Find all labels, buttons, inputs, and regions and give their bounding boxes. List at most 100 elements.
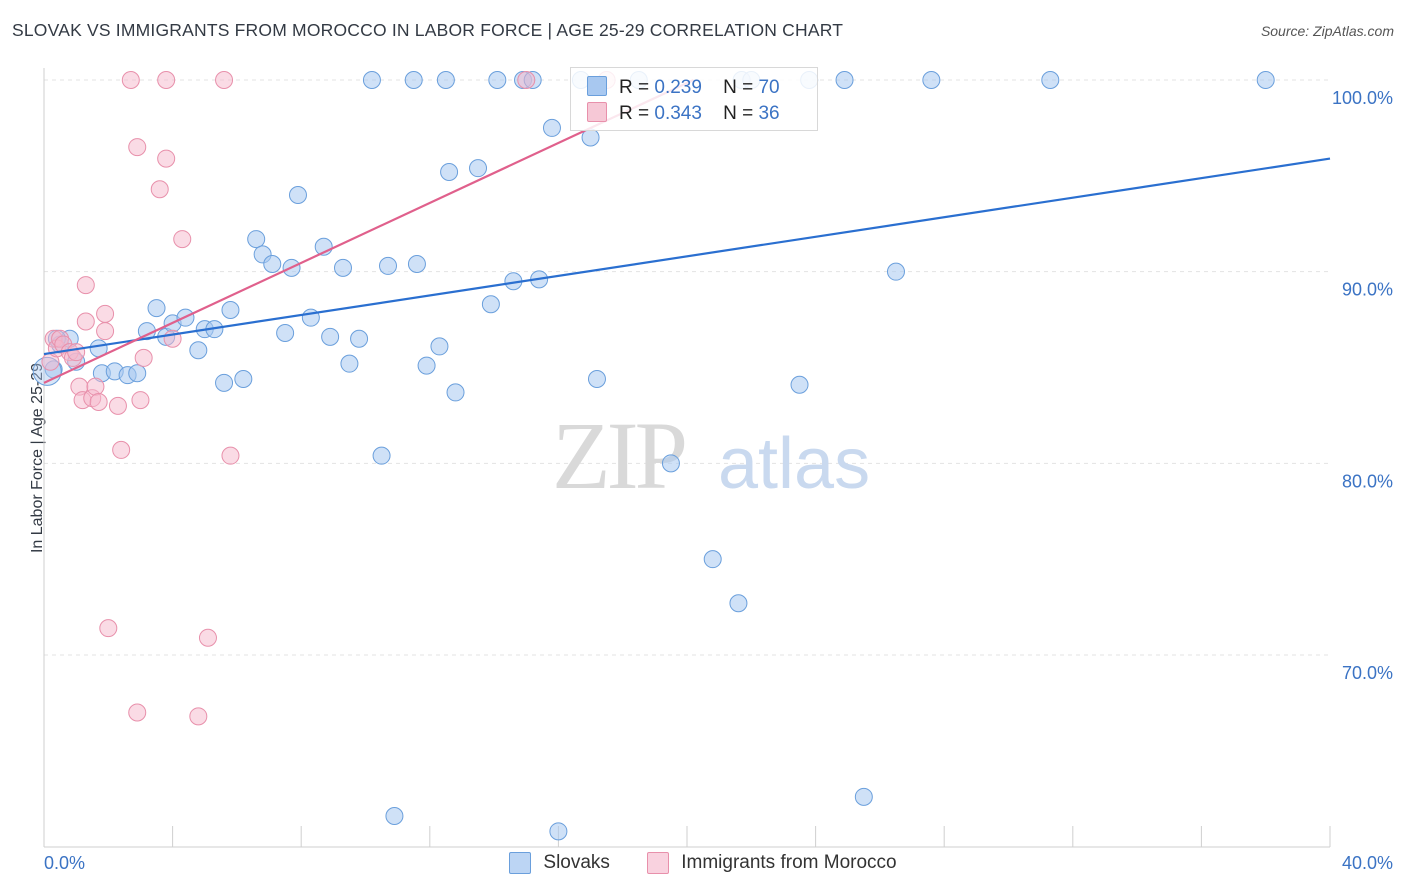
slovaks-point xyxy=(288,186,307,204)
slovaks-point xyxy=(703,550,722,569)
legend-r-value-morocco: 0.343 xyxy=(654,103,702,124)
morocco-point xyxy=(76,276,95,295)
morocco-point xyxy=(215,71,234,89)
slovaks-point xyxy=(321,327,340,346)
legend-label-morocco: Immigrants from Morocco xyxy=(681,852,897,873)
slovaks-point xyxy=(362,71,381,89)
slovaks-point xyxy=(263,255,282,273)
legend-label-slovaks: Slovaks xyxy=(543,852,610,873)
legend-n-value-morocco: 36 xyxy=(758,103,780,124)
slovaks-point xyxy=(886,262,905,281)
legend-n-label: N = xyxy=(723,103,754,124)
morocco-point xyxy=(128,138,147,157)
legend-row-slovaks: R = 0.239 N = 70 xyxy=(587,76,780,100)
slovaks-point xyxy=(234,370,253,388)
slovaks-point xyxy=(1256,71,1275,89)
slovaks-point xyxy=(215,373,234,392)
morocco-point xyxy=(134,348,153,367)
y-tick-label: 80.0% xyxy=(1342,471,1393,491)
slovaks-trend-line xyxy=(43,157,1331,356)
morocco-point xyxy=(99,619,118,638)
morocco-point xyxy=(67,343,86,362)
x-tick-label-min: 0.0% xyxy=(44,853,85,873)
morocco-point xyxy=(76,312,95,331)
y-tick-label: 90.0% xyxy=(1342,280,1393,300)
slovaks-point xyxy=(854,787,873,806)
slovaks-point xyxy=(469,159,488,178)
slovaks-point xyxy=(1041,71,1060,89)
slovaks-point xyxy=(128,364,147,383)
slovaks-point xyxy=(379,256,398,275)
slovaks-point xyxy=(189,341,208,360)
x-tick-label-max: 40.0% xyxy=(1342,853,1393,873)
morocco-point xyxy=(86,377,105,396)
slovaks-point xyxy=(481,295,500,314)
watermark: ZIP atlas xyxy=(552,402,870,509)
legend-swatch-morocco xyxy=(587,102,607,122)
slovaks-point xyxy=(417,356,436,375)
morocco-point xyxy=(112,440,131,459)
legend-n-value-slovaks: 70 xyxy=(758,77,780,98)
morocco-point xyxy=(189,707,208,726)
source-credit: Source: ZipAtlas.com xyxy=(1260,23,1394,39)
x-tick-marks xyxy=(43,826,1331,847)
morocco-point xyxy=(198,628,217,647)
legend-item-morocco: Immigrants from Morocco xyxy=(647,852,897,874)
morocco-point xyxy=(89,393,108,411)
y-tick-labels: 70.0% 80.0% 90.0% 100.0% xyxy=(1332,88,1393,683)
morocco-point xyxy=(173,230,192,249)
slovaks-point xyxy=(385,807,404,825)
slovaks-point xyxy=(407,255,426,273)
legend-r-label: R = xyxy=(619,103,650,124)
slovaks-point xyxy=(835,71,854,89)
grid-lines xyxy=(44,79,1330,656)
correlation-legend: R = 0.239 N = 70 R = 0.343 N = 36 xyxy=(570,67,818,131)
x-tick-labels: 0.0% 40.0% xyxy=(44,853,1393,873)
morocco-point xyxy=(157,71,176,89)
morocco-point xyxy=(221,446,240,465)
slovaks-point xyxy=(549,822,568,841)
watermark-zip: ZIP xyxy=(552,402,685,509)
slovaks-point xyxy=(333,258,352,277)
slovaks-point xyxy=(372,446,391,465)
legend-row-morocco: R = 0.343 N = 36 xyxy=(587,102,780,126)
slovaks-point xyxy=(729,594,748,613)
slovaks-point xyxy=(446,383,465,402)
legend-r-label: R = xyxy=(619,77,650,98)
slovaks-point xyxy=(147,299,166,318)
morocco-point xyxy=(517,71,536,89)
slovaks-point xyxy=(661,454,680,473)
morocco-point xyxy=(96,304,115,323)
morocco-point xyxy=(121,71,140,89)
morocco-points xyxy=(41,71,616,726)
morocco-point xyxy=(128,703,147,722)
legend-swatch-morocco xyxy=(647,852,670,874)
slovaks-point xyxy=(340,354,359,373)
slovaks-point xyxy=(790,375,809,394)
morocco-point xyxy=(131,391,150,410)
legend-item-slovaks: Slovaks xyxy=(509,852,610,874)
morocco-point xyxy=(157,149,176,168)
legend-swatch-slovaks xyxy=(509,852,532,874)
slovaks-point xyxy=(276,324,295,342)
morocco-point xyxy=(96,322,115,341)
legend-n-label: N = xyxy=(723,77,754,98)
legend-swatch-slovaks xyxy=(587,76,607,96)
slovaks-point xyxy=(542,118,561,137)
slovaks-point xyxy=(350,329,369,348)
slovaks-point xyxy=(922,71,941,89)
slovaks-point xyxy=(221,301,240,319)
y-tick-label: 100.0% xyxy=(1332,88,1393,108)
watermark-atlas: atlas xyxy=(718,424,870,504)
slovaks-point xyxy=(436,71,455,89)
slovaks-point xyxy=(587,370,606,388)
morocco-point xyxy=(108,396,127,415)
legend-r-value-slovaks: 0.239 xyxy=(654,77,702,98)
series-legend: Slovaks Immigrants from Morocco xyxy=(0,852,1406,880)
y-tick-label: 70.0% xyxy=(1342,663,1393,683)
chart-title: SLOVAK VS IMMIGRANTS FROM MOROCCO IN LAB… xyxy=(12,20,844,40)
slovaks-point xyxy=(440,163,459,181)
slovaks-point xyxy=(488,71,507,89)
slovaks-point xyxy=(404,71,423,89)
